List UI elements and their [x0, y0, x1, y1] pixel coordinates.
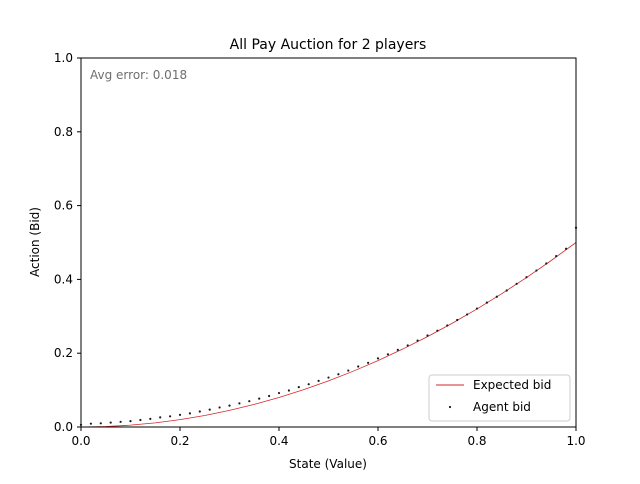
agent-bid-point	[545, 262, 548, 265]
agent-bid-point	[396, 348, 399, 351]
agent-bid-point	[258, 397, 261, 400]
agent-bid-point	[466, 313, 469, 316]
agent-bid-point	[129, 420, 132, 423]
y-tick-label: 0.2	[54, 346, 73, 360]
legend-agent-label: Agent bid	[473, 400, 531, 414]
agent-bid-point	[436, 329, 439, 332]
y-tick-label: 0.6	[54, 199, 73, 213]
agent-bid-point	[188, 412, 191, 415]
agent-bid-point	[386, 353, 389, 356]
agent-bid-point	[446, 324, 449, 327]
avg-error-annotation: Avg error: 0.018	[90, 68, 187, 82]
y-tick-label: 0.4	[54, 272, 73, 286]
agent-bid-point	[495, 295, 498, 298]
plot-area	[81, 58, 576, 427]
x-axis-label: State (Value)	[289, 457, 367, 471]
agent-bid-point	[317, 379, 320, 382]
x-tick-label: 0.2	[170, 434, 189, 448]
x-tick-label: 0.6	[368, 434, 387, 448]
agent-bid-point	[238, 402, 241, 405]
y-tick-label: 0.8	[54, 125, 73, 139]
agent-bid-point	[169, 415, 172, 418]
agent-bid-point	[337, 373, 340, 376]
y-tick-label: 0.0	[54, 420, 73, 434]
axis-layer: 0.0 0.2 0.4 0.6 0.8 1.0 0.0 0.2 0.4 0.6 0.8 1.0	[54, 51, 586, 448]
agent-bid-point	[515, 282, 518, 285]
agent-bid-point	[277, 391, 281, 395]
y-tick-label: 1.0	[54, 51, 73, 65]
x-tick-label: 0.8	[467, 434, 486, 448]
agent-bid-point	[426, 334, 429, 337]
agent-bid-point	[525, 276, 528, 279]
agent-bid-point	[119, 420, 122, 423]
agent-bid-point	[376, 357, 380, 360]
agent-bid-point	[149, 417, 152, 420]
agent-bid-point	[416, 339, 419, 342]
series-layer	[79, 226, 578, 428]
agent-bid-point	[535, 269, 538, 272]
agent-bid-point	[248, 400, 251, 403]
agent-bid-point	[297, 386, 300, 389]
agent-bid-point	[287, 389, 290, 392]
agent-bid-point	[99, 422, 102, 425]
agent-bid-point	[505, 289, 508, 292]
legend-expected-label: Expected bid	[473, 378, 551, 392]
y-axis-label: Action (Bid)	[28, 207, 42, 277]
agent-bid-point	[555, 255, 558, 258]
agent-bid-point	[367, 361, 370, 364]
x-tick-label: 1.0	[566, 434, 585, 448]
agent-bid-point	[475, 307, 479, 310]
agent-bid-point	[307, 383, 310, 386]
agent-bid-point	[347, 369, 350, 372]
agent-bid-point	[565, 247, 568, 250]
agent-bid-point	[89, 422, 92, 425]
legend: Expected bid Agent bid	[428, 374, 571, 422]
agent-bid-point	[218, 406, 221, 409]
agent-bid-point	[198, 410, 201, 413]
plot-frame	[80, 57, 577, 428]
agent-bid-point	[139, 418, 142, 422]
agent-bid-point	[208, 408, 211, 411]
agent-bid-point	[456, 318, 459, 322]
agent-bid-point	[109, 421, 112, 424]
agent-bid-point	[228, 404, 231, 407]
x-tick-label: 0.4	[269, 434, 288, 448]
x-tick-label: 0.0	[71, 434, 90, 448]
agent-bid-point	[178, 413, 182, 416]
agent-bid-point	[357, 365, 360, 368]
agent-bid-point	[485, 301, 488, 304]
agent-bid-point	[159, 416, 162, 419]
agent-bid-point	[327, 376, 330, 379]
expected-bid-line	[80, 242, 577, 428]
legend-box	[428, 374, 571, 422]
chart-title: All Pay Auction for 2 players	[230, 37, 427, 53]
legend-agent-swatch	[448, 405, 452, 409]
agent-bid-point	[406, 344, 409, 347]
agent-bid-point	[268, 394, 271, 398]
